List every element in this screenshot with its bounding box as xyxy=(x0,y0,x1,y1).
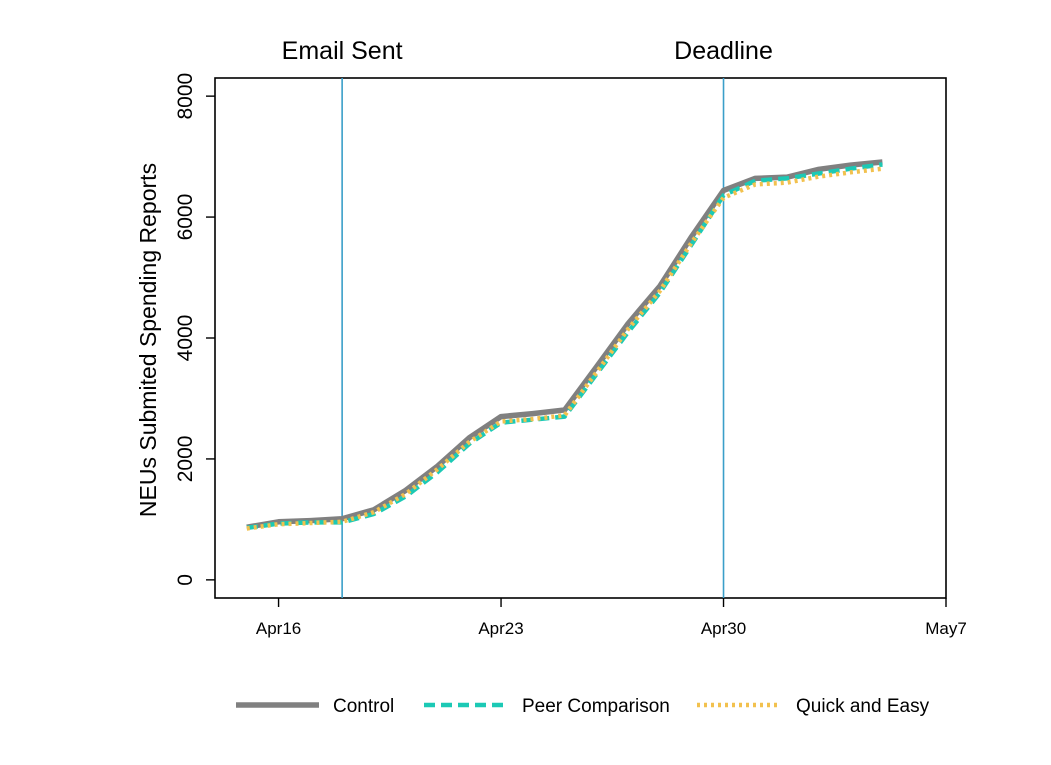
x-tick-label: May7 xyxy=(925,619,967,638)
x-tick-label: Apr16 xyxy=(256,619,301,638)
reference-line-label-0: Email Sent xyxy=(282,37,403,65)
y-tick-label: 2000 xyxy=(174,436,197,483)
y-axis-label: NEUs Submited Spending Reports xyxy=(135,163,161,517)
series-line-quick-and-easy xyxy=(246,166,883,531)
legend-label-quick-and-easy: Quick and Easy xyxy=(796,696,930,717)
y-tick-label: 0 xyxy=(174,574,197,586)
y-tick-label: 4000 xyxy=(174,315,197,362)
legend-label-control: Control xyxy=(333,696,394,717)
y-tick-label: 8000 xyxy=(174,73,197,120)
y-tick-label: 6000 xyxy=(174,194,197,241)
series-line-control xyxy=(246,159,883,530)
x-tick-label: Apr23 xyxy=(478,619,523,638)
reference-line-label-1: Deadline xyxy=(674,37,773,65)
x-tick-label: Apr30 xyxy=(701,619,746,638)
legend-label-peer-comparison: Peer Comparison xyxy=(522,696,670,717)
